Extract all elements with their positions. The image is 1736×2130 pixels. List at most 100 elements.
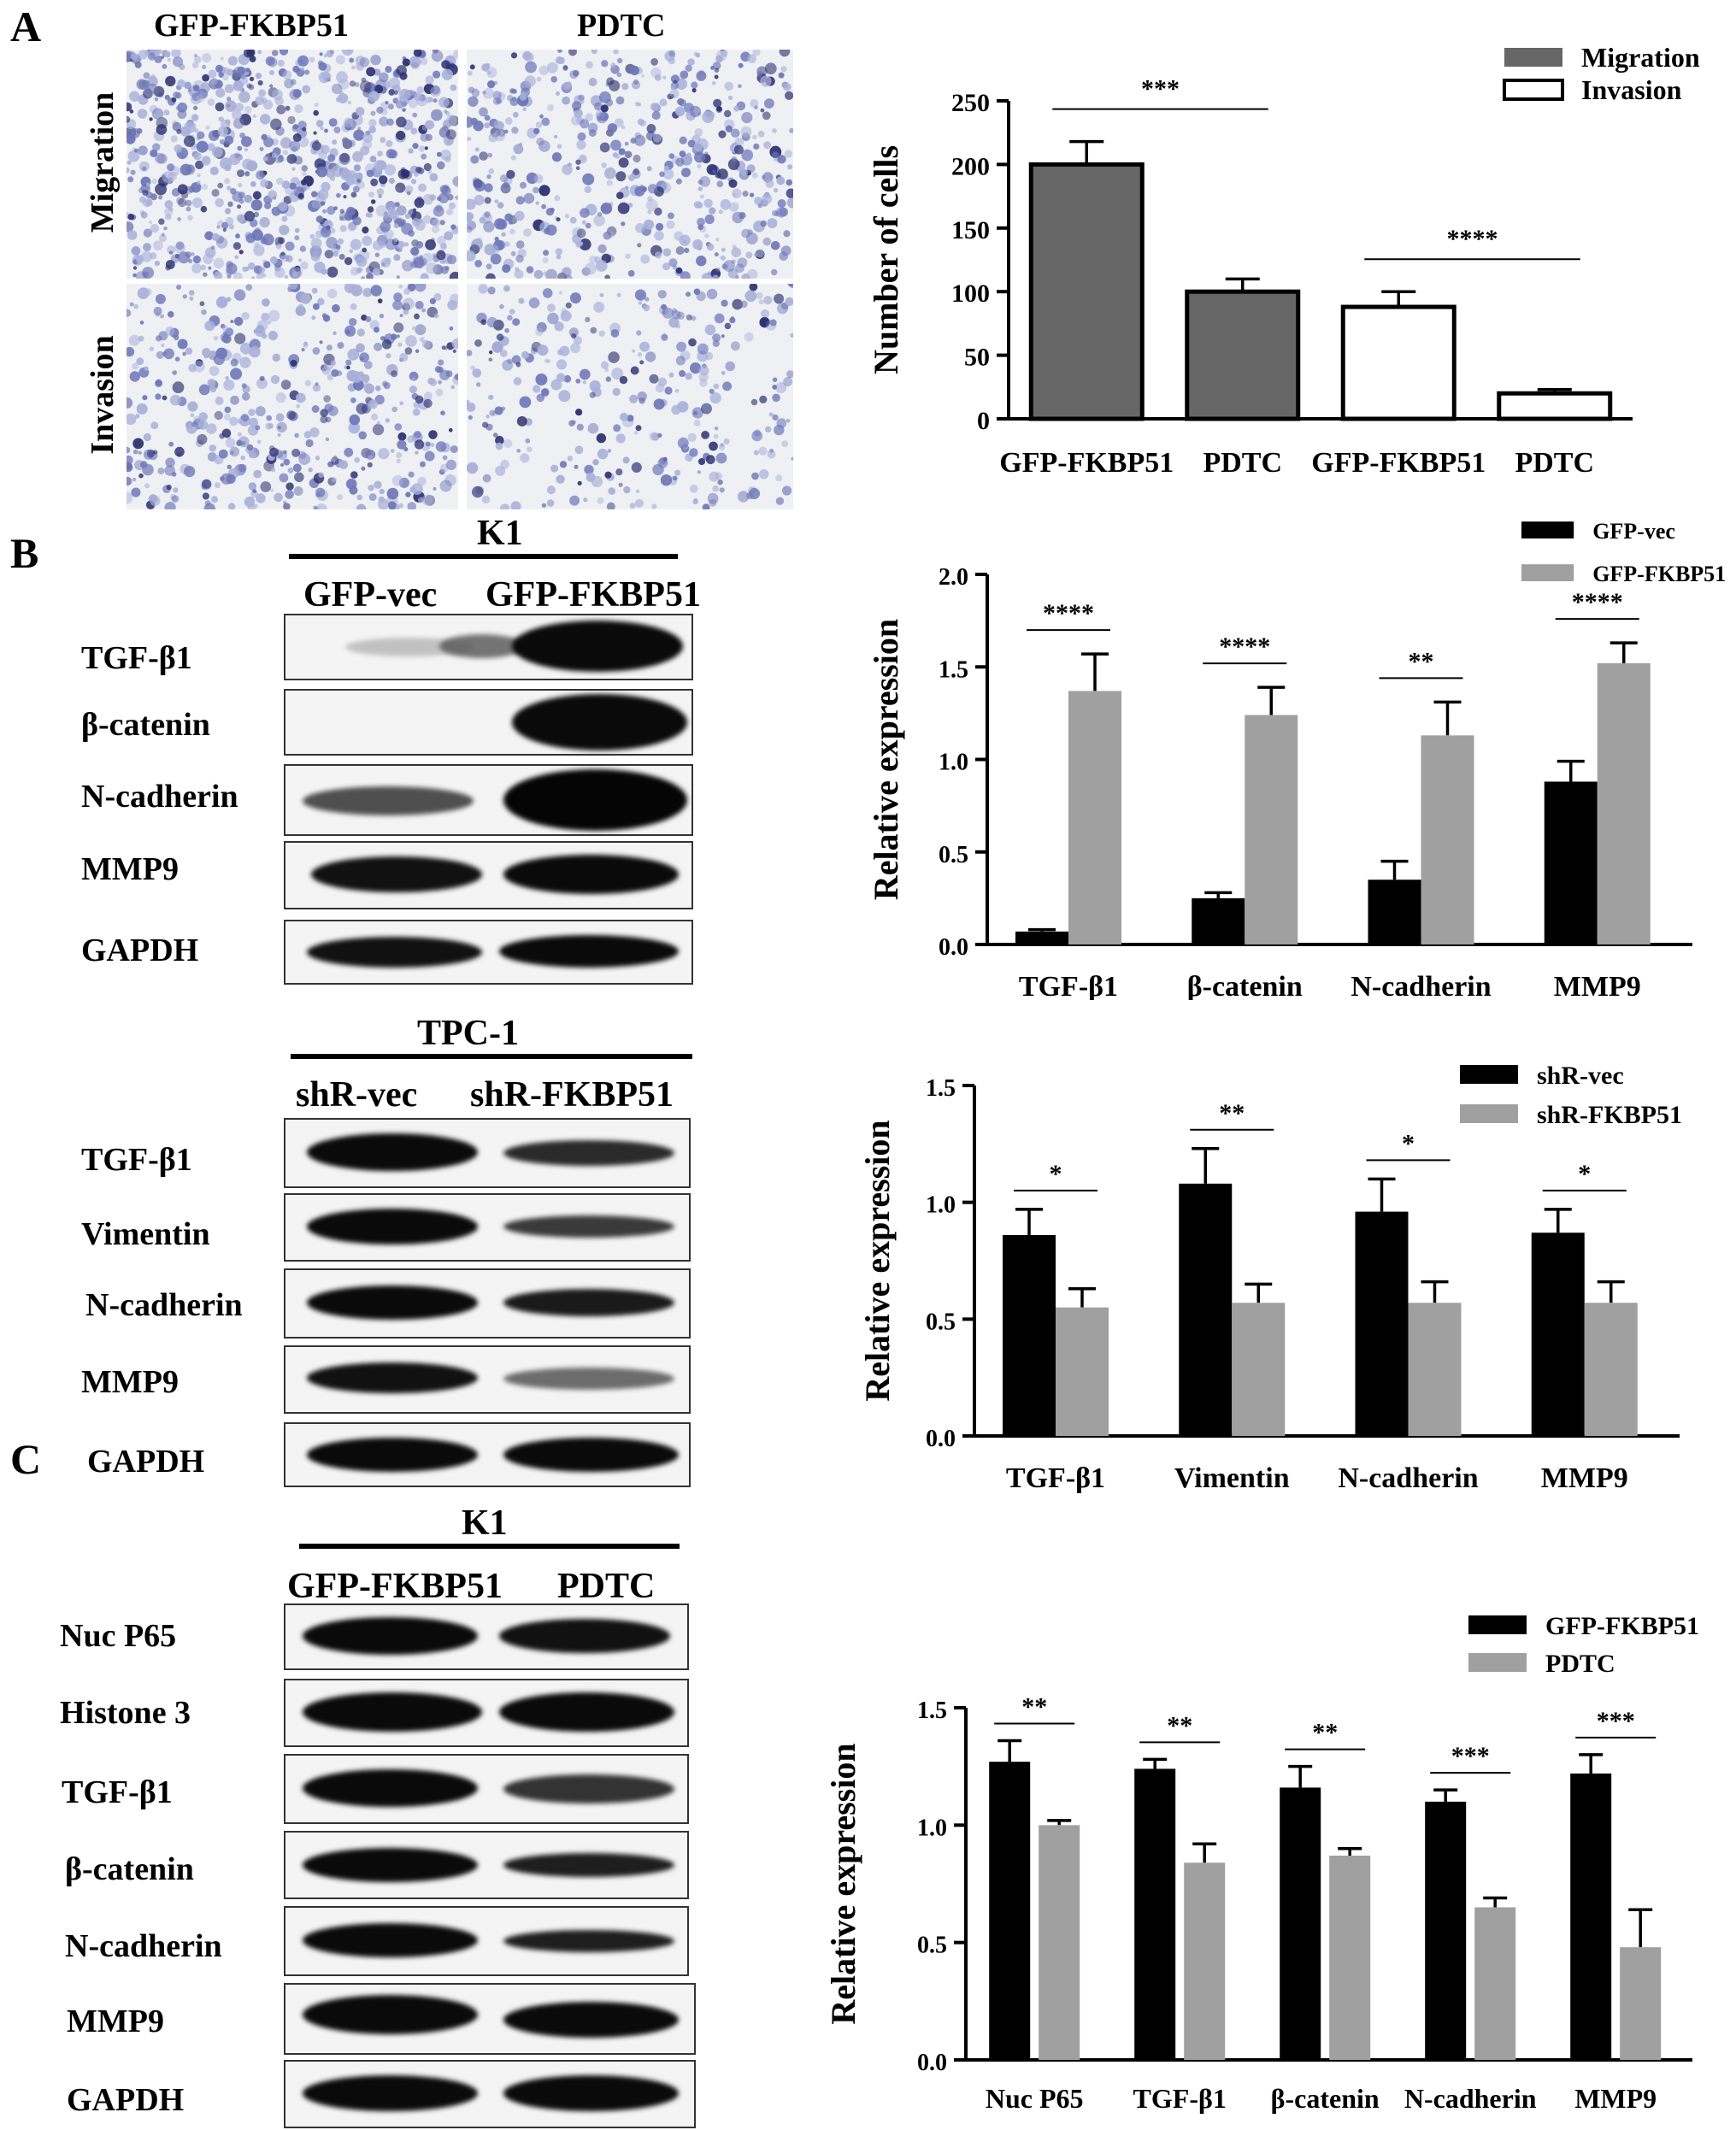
blot-strip [284,920,693,985]
y-tick-label: 1.0 [926,1192,956,1219]
blot-strip [284,1906,689,1976]
blot-row-label: Histone 3 [60,1695,191,1731]
x-tick-label: Vimentin [1174,1462,1290,1494]
panel-letter-a: A [10,3,42,50]
blot-strip [284,1754,689,1824]
significance-label: ** [1021,1692,1047,1721]
micro-col-label-1: GFP-FKBP51 [154,8,349,44]
bar [1134,1768,1176,2060]
blot-strip [284,1193,691,1262]
blot-row-label: GAPDH [87,1444,205,1480]
x-tick-label: GFP-FKBP51 [999,447,1174,479]
blot-row-label: N-cadherin [65,1928,222,1964]
y-tick-label: 200 [951,152,990,180]
y-tick-label: 1.0 [917,1815,947,1841]
y-tick-label: 0 [977,407,990,435]
blot-col-label: PDTC [557,1567,656,1606]
blot-row-label: GAPDH [67,2082,185,2118]
bar [1408,1303,1462,1436]
chart-cell-counts: 0 50 100 150 200 250 Number of cells GFP-FKBP51… [867,42,1700,479]
bar [1184,1862,1226,2060]
chart-k1-expression: 0.0 0.5 1.0 1.5 2.0 Relative expression **** TG… [867,519,1726,1000]
x-tick-label: GFP-FKBP51 [1311,447,1486,479]
bar [1280,1787,1321,2060]
bar [1329,1856,1371,2060]
micro-row-label-1: Migration [85,91,121,233]
bar [1584,1303,1638,1436]
significance-label: **** [1219,633,1270,661]
legend-swatch [1503,79,1564,101]
blot-cell-line-label: K1 [477,514,523,553]
blot-row-label: β-catenin [65,1851,194,1887]
significance-label: ** [1167,1711,1192,1739]
blot-row-label: TGF-β1 [81,640,192,676]
bar [1620,1947,1662,2060]
legend-label: shR-vec [1537,1062,1624,1090]
blot-row-label: TGF-β1 [62,1774,173,1810]
chart-k1-pdtc-expression: 0.0 0.5 1.0 1.5 Relative expression ** Nuc P65… [824,1612,1699,2114]
bar [1355,1211,1409,1436]
x-tick-label: TGF-β1 [1019,971,1118,1000]
micrograph-migration-pdtc [467,50,793,279]
significance-label: ** [1219,1099,1245,1127]
blot-strip [284,1983,696,2055]
blot-row-label: MMP9 [81,851,179,887]
blot-strip [284,841,693,909]
blot-strip [284,1603,689,1670]
blot-col-label: shR-vec [296,1075,418,1115]
micrograph-invasion-gfp-fkbp51 [127,284,458,509]
bar [1340,304,1456,421]
significance-label: * [1578,1160,1591,1188]
y-axis-label: Number of cells [867,145,905,374]
legend-label: GFP-FKBP51 [1592,562,1726,586]
micrograph-invasion-pdtc [467,284,793,509]
bar [1028,162,1145,421]
y-tick-label: 100 [951,279,990,308]
significance-label: ** [1312,1719,1338,1747]
blot-row-label: GAPDH [81,933,199,968]
y-tick-label: 1.5 [926,1075,956,1102]
blot-strip [284,614,693,680]
legend-label: GFP-vec [1592,519,1675,544]
y-tick-label: 0.5 [939,842,968,868]
blot-strip [284,1422,691,1487]
bar [1597,662,1651,944]
y-tick-label: 0.0 [917,2050,947,2076]
bar [1232,1303,1286,1436]
blot-cell-line-label: TPC-1 [417,1014,519,1053]
y-tick-label: 0.0 [939,934,968,961]
bar [1068,691,1121,944]
blot-strip [284,1831,689,1899]
blot-header-line [289,554,678,559]
x-tick-label: TGF-β1 [1006,1462,1105,1494]
y-axis-label: Relative expression [867,619,905,900]
y-tick-label: 0.5 [926,1309,956,1335]
legend-label: shR-FKBP51 [1537,1101,1682,1129]
significance-label: ** [1409,647,1434,675]
micro-col-label-2: PDTC [577,8,666,44]
significance-label: *** [1597,1707,1635,1735]
significance-label: **** [1572,588,1623,616]
y-tick-label: 2.0 [939,564,968,591]
significance-label: * [1050,1160,1062,1188]
panel-letter-c: C [10,1435,42,1483]
y-tick-label: 50 [964,344,990,372]
blot-strip [284,1679,689,1747]
legend-swatch [1468,1615,1527,1634]
bar [1425,1801,1467,2060]
x-tick-label: PDTC [1515,447,1594,479]
blot-strip [284,2060,696,2128]
legend-label: Migration [1581,42,1700,73]
bar [989,1762,1031,2060]
blot-col-label: GFP-vec [303,575,438,615]
bar [1544,781,1598,944]
significance-label: *** [1451,1742,1490,1770]
y-tick-label: 0.0 [926,1426,956,1452]
bar [1531,1233,1585,1436]
blot-row-label: Vimentin [81,1216,210,1252]
bar [1245,715,1298,944]
bar [1015,931,1068,944]
bar [1185,289,1301,421]
significance-label: * [1402,1129,1415,1157]
